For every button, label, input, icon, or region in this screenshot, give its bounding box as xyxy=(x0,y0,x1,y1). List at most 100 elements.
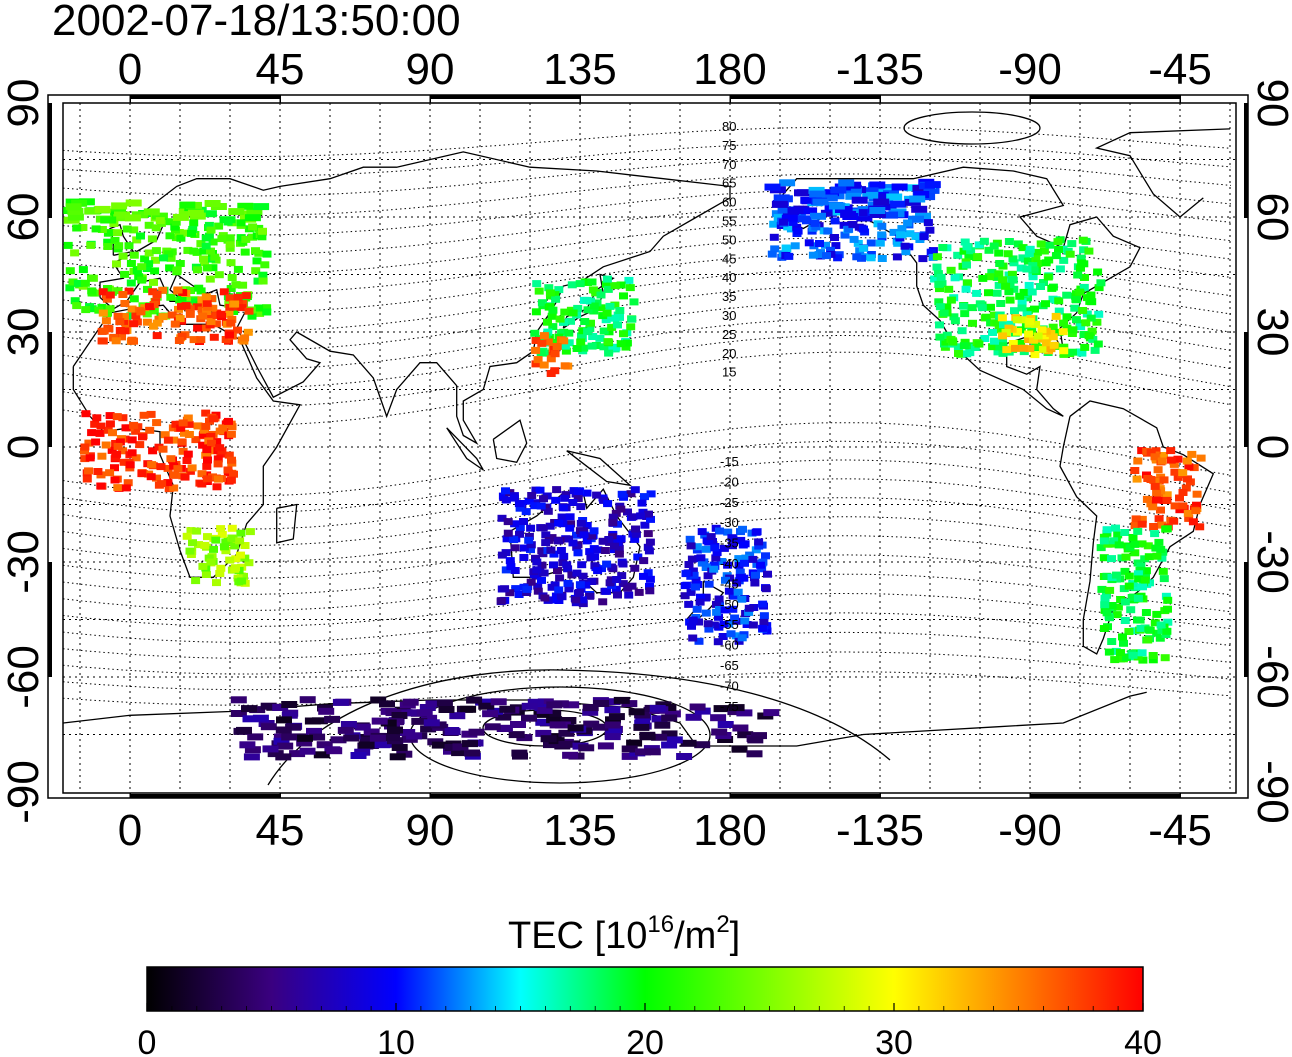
tec-cell xyxy=(87,287,97,295)
tec-cell xyxy=(358,741,375,749)
tec-cell xyxy=(1008,340,1018,347)
tec-cell xyxy=(645,575,655,583)
tec-cell xyxy=(687,555,697,563)
tec-cell xyxy=(783,223,793,231)
map-axes: 0045459090135135180180-135-135-90-90-45-… xyxy=(0,45,1292,855)
tec-cell xyxy=(715,527,724,535)
tec-cell xyxy=(1133,653,1143,661)
tec-cell xyxy=(732,724,749,732)
tec-cell xyxy=(561,491,571,499)
tec-cell xyxy=(1146,448,1156,456)
tec-cell xyxy=(220,543,229,551)
tec-cell xyxy=(119,458,129,466)
tec-cell xyxy=(717,736,734,743)
tec-cell xyxy=(605,727,622,734)
tec-cell xyxy=(751,528,761,536)
tec-cell xyxy=(877,255,887,262)
tec-cell xyxy=(189,219,199,227)
tec-cell xyxy=(277,742,294,750)
tec-cell xyxy=(201,571,211,578)
tec-cell xyxy=(126,312,136,320)
tec-cell xyxy=(645,582,654,590)
tec-cell xyxy=(936,273,946,281)
tec-cell xyxy=(1028,273,1038,281)
tec-cell xyxy=(721,576,730,584)
tec-cell xyxy=(1058,328,1068,336)
tec-cell xyxy=(1157,626,1167,634)
tec-cell xyxy=(756,561,765,569)
tec-cell xyxy=(685,535,695,543)
tec-cell xyxy=(857,254,866,262)
tec-cell xyxy=(1178,489,1188,496)
tec-cell xyxy=(243,753,260,761)
contour-label: -60 xyxy=(720,638,739,653)
tec-cell xyxy=(163,464,173,472)
tec-cell xyxy=(734,562,744,570)
tec-cell xyxy=(744,604,754,612)
tec-cell xyxy=(227,524,237,532)
tec-cell xyxy=(68,278,78,286)
bottom-lon-label: -90 xyxy=(998,806,1062,855)
tec-cell xyxy=(633,723,650,731)
tec-cell xyxy=(559,552,569,560)
tec-cell xyxy=(129,421,139,429)
tec-cell xyxy=(661,714,678,722)
tec-cell xyxy=(87,274,96,282)
tec-cell xyxy=(207,295,217,303)
tec-cell xyxy=(330,736,347,744)
tec-cell xyxy=(727,708,744,716)
tec-cell xyxy=(1163,618,1173,626)
tec-cell xyxy=(552,343,562,350)
tec-cell xyxy=(309,733,326,741)
tec-cell xyxy=(576,503,586,511)
tec-cell xyxy=(737,595,747,603)
tec-cell xyxy=(176,424,186,432)
tec-cell xyxy=(977,304,987,312)
contour-line xyxy=(63,593,1232,643)
tec-cell xyxy=(1124,628,1134,635)
tec-cell xyxy=(519,544,529,552)
top-tick xyxy=(879,95,881,103)
tec-cell xyxy=(108,429,117,437)
tec-cell xyxy=(200,541,210,549)
tec-cell xyxy=(515,504,525,512)
tec-cell xyxy=(212,438,222,446)
tec-cell xyxy=(258,227,267,235)
tec-cell xyxy=(192,527,202,535)
tec-cell xyxy=(579,344,589,352)
tec-cell xyxy=(611,509,621,517)
tec-cell xyxy=(82,475,92,483)
tec-cell xyxy=(175,315,185,323)
tec-cell xyxy=(560,342,570,350)
colorbar-label-mid: /m xyxy=(674,915,716,957)
tec-cell xyxy=(526,578,536,586)
tec-cell xyxy=(140,304,150,312)
tec-cell xyxy=(1144,553,1154,561)
contour-label: -25 xyxy=(720,495,739,510)
tec-cell xyxy=(572,543,582,551)
tec-cell xyxy=(794,189,810,197)
tec-cell xyxy=(1012,316,1022,324)
tec-cell xyxy=(587,342,597,350)
tec-cell xyxy=(738,541,748,549)
tec-cell xyxy=(1151,447,1161,455)
tec-cell xyxy=(246,208,263,216)
tec-cell xyxy=(531,554,540,562)
tec-cell xyxy=(808,251,818,259)
tec-cell xyxy=(1136,624,1146,632)
tec-cell xyxy=(275,726,292,734)
tec-cell xyxy=(175,260,185,267)
contour-label: 35 xyxy=(722,289,736,304)
tec-cell xyxy=(1102,529,1112,537)
tec-cell xyxy=(633,553,643,561)
tec-cell xyxy=(654,721,671,729)
tec-cell xyxy=(720,606,730,614)
tec-cell xyxy=(214,475,223,483)
left-lat-label: -90 xyxy=(0,760,48,824)
tec-cell xyxy=(135,441,145,449)
tec-cell xyxy=(1133,457,1143,465)
tec-cell xyxy=(1105,586,1115,594)
tec-cell xyxy=(144,303,154,311)
tec-cell xyxy=(1078,307,1088,314)
tec-cell xyxy=(484,723,501,731)
